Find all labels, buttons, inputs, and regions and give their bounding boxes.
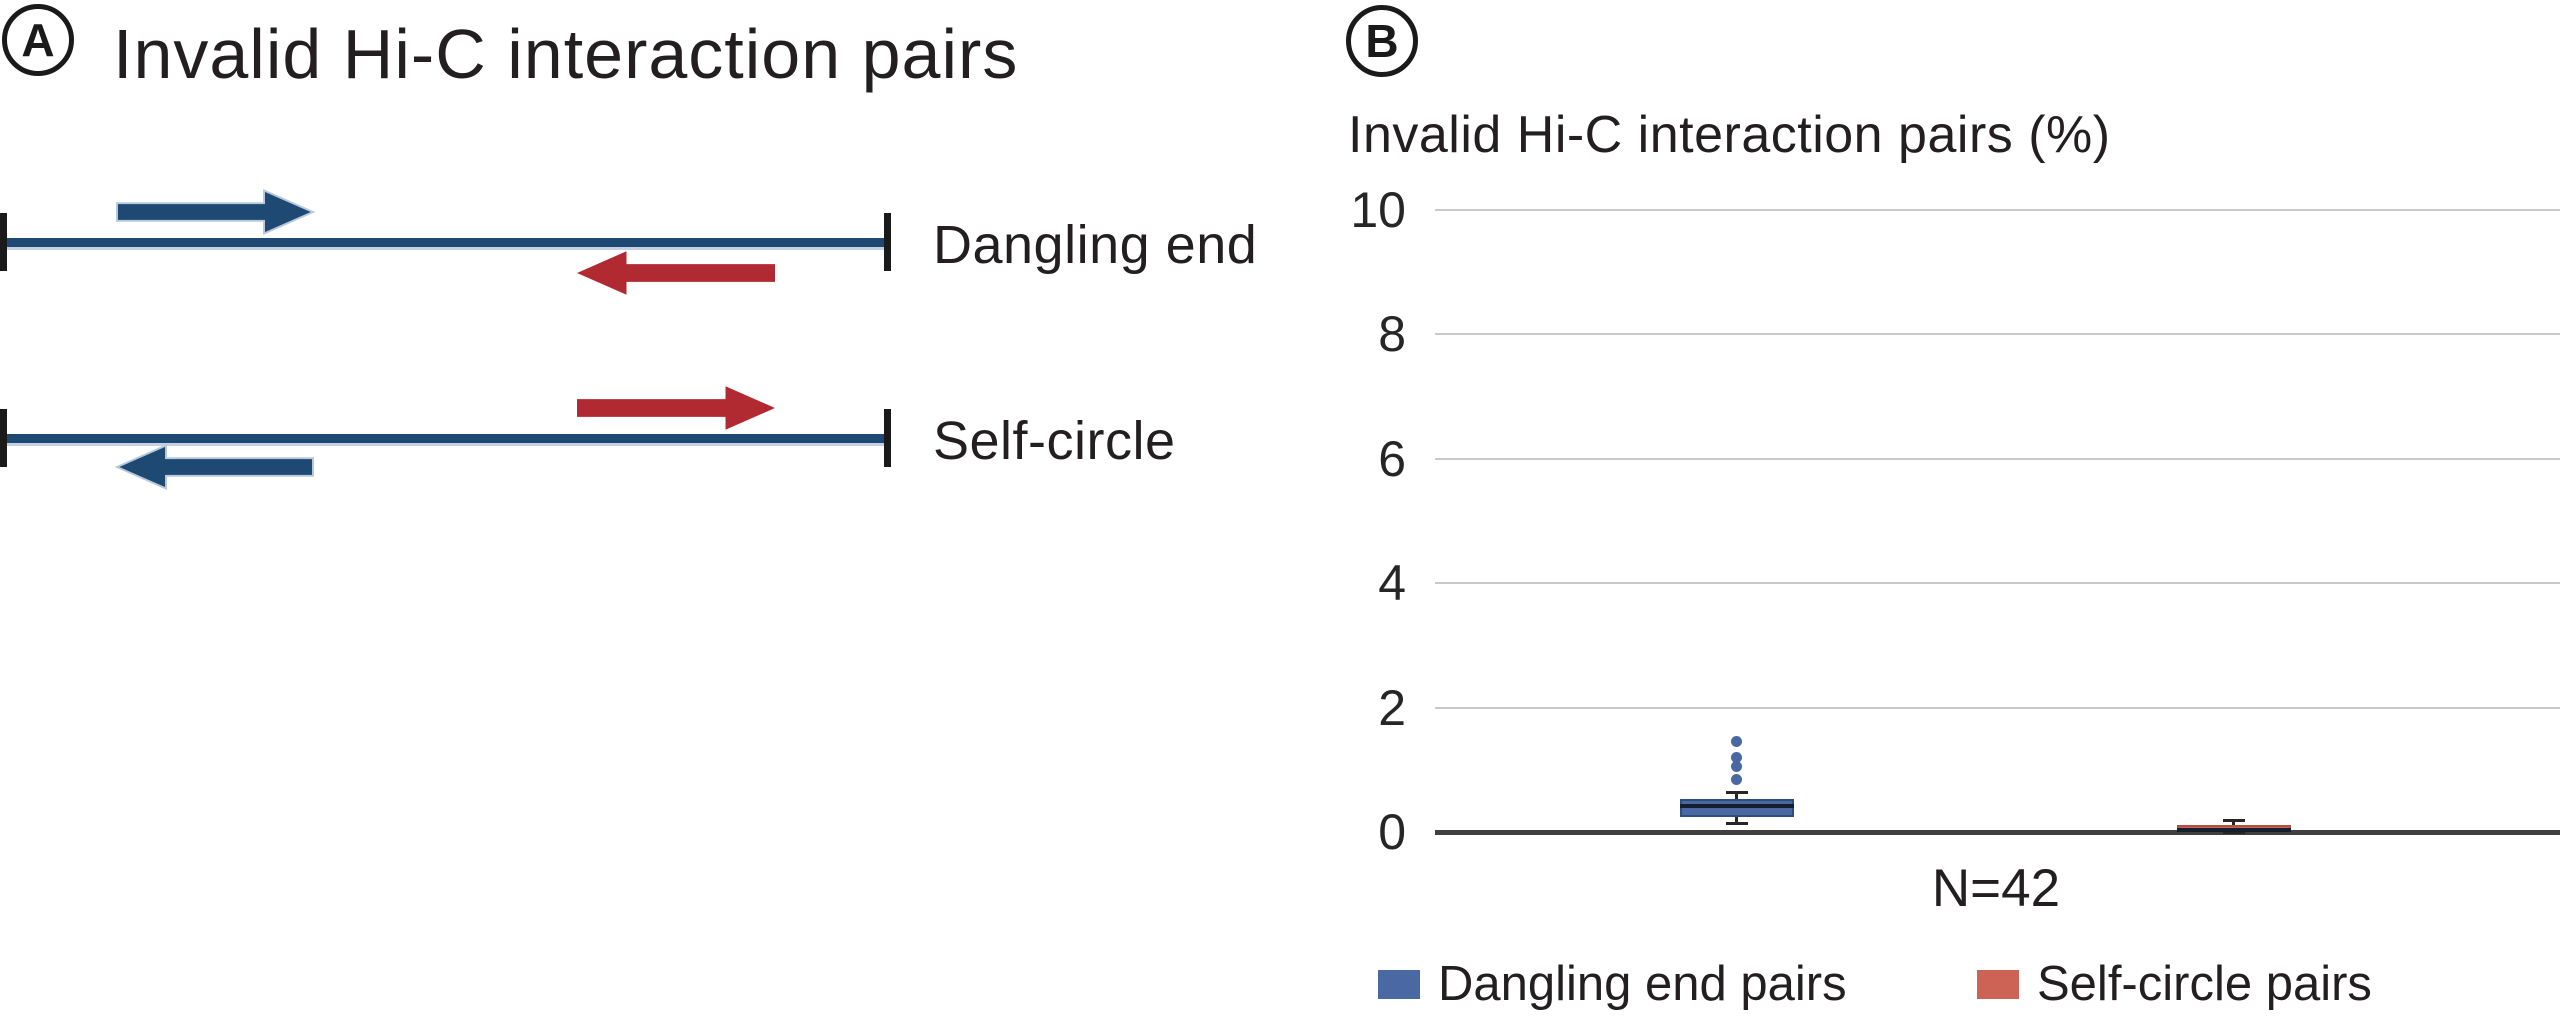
fragment-end-cap — [0, 409, 7, 467]
whisker-cap — [1725, 822, 1748, 826]
forward-read-arrow-icon — [116, 188, 316, 236]
legend-swatch-blue — [1378, 969, 1420, 999]
chart-title: Invalid Hi-C interaction pairs (%) — [1348, 106, 2111, 164]
dna-fragment-line-2 — [2, 434, 890, 443]
y-axis-tick-label: 10 — [1350, 182, 1406, 238]
outlier-dot — [1731, 752, 1742, 764]
gridline — [1435, 333, 2560, 336]
legend-label: Dangling end pairs — [1438, 957, 1847, 1011]
y-axis-tick-label: 0 — [1378, 804, 1406, 860]
diagram-row-label-dangling-end: Dangling end — [933, 215, 1258, 275]
y-axis-tick-label: 8 — [1378, 306, 1406, 363]
gridline — [1435, 457, 2560, 460]
panel-a-label-circle: A — [2, 4, 74, 76]
outlier-dot — [1731, 736, 1742, 748]
boxplot-plot-area — [1435, 0, 2560, 1017]
whisker-cap — [1725, 790, 1748, 794]
fragment-end-cap — [884, 213, 891, 271]
outlier-dot — [1731, 761, 1742, 773]
panel-a-letter: A — [21, 14, 55, 66]
zero-axis-line — [1435, 829, 2560, 835]
legend-item-dangling-end: Dangling end pairs — [1378, 956, 1847, 1012]
legend-label: Self-circle pairs — [2037, 957, 2372, 1011]
legend-item-self-circle: Self-circle pairs — [1977, 956, 2372, 1012]
outlier-dot — [1731, 773, 1742, 785]
panel-b-label-circle: B — [1346, 5, 1418, 77]
gridline — [1435, 209, 2560, 211]
panel-b-letter: B — [1365, 15, 1399, 67]
y-axis-tick-label: 6 — [1378, 430, 1406, 487]
gridline — [1435, 706, 2560, 709]
dna-fragment-line-1 — [2, 238, 890, 247]
panel-a-title: Invalid Hi-C interaction pairs — [113, 15, 1019, 93]
x-category-label: N=42 — [1931, 859, 2061, 918]
median-line — [1679, 803, 1794, 808]
forward-read-arrow-icon — [577, 386, 775, 430]
reverse-read-arrow-icon — [577, 251, 775, 295]
whisker-cap — [2222, 819, 2245, 823]
y-axis-tick-label: 4 — [1378, 555, 1406, 612]
median-line — [2176, 828, 2291, 833]
boxplot-box — [1679, 799, 1794, 818]
diagram-row-label-self-circle: Self-circle — [933, 411, 1176, 471]
fragment-end-cap — [0, 213, 7, 271]
fragment-end-cap — [884, 409, 891, 467]
y-axis-tick-label: 2 — [1378, 679, 1406, 736]
reverse-read-arrow-icon — [114, 443, 314, 491]
gridline — [1435, 582, 2560, 585]
legend-swatch-red — [1977, 969, 2019, 999]
